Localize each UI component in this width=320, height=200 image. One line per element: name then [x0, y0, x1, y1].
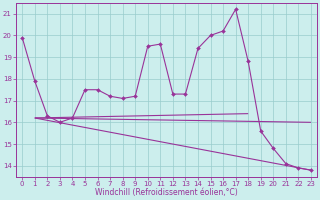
X-axis label: Windchill (Refroidissement éolien,°C): Windchill (Refroidissement éolien,°C): [95, 188, 238, 197]
